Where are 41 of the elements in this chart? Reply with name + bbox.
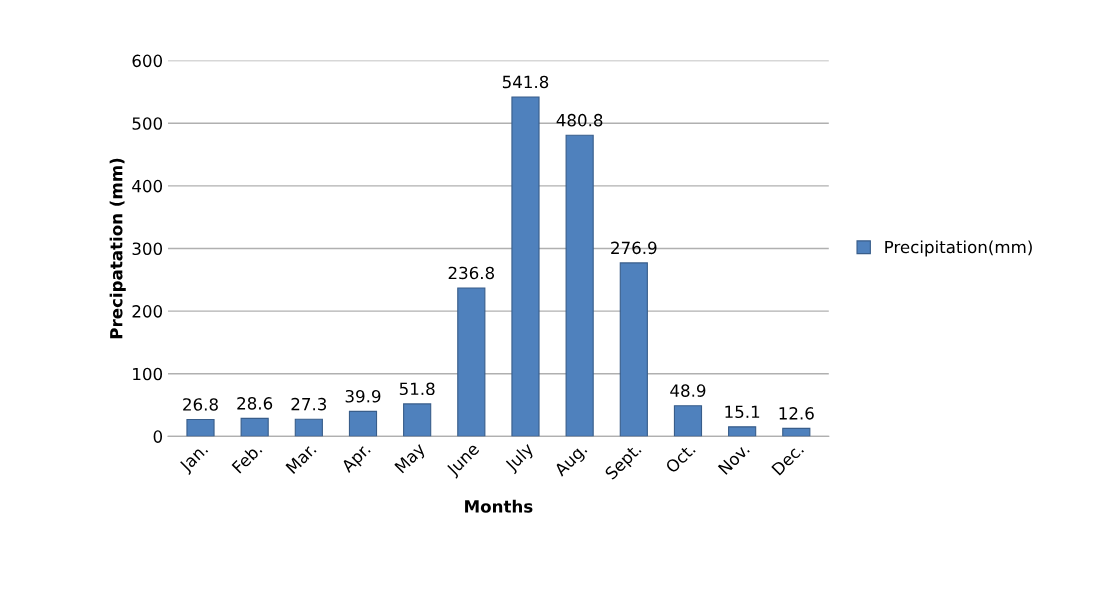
x-tick-label: Apr.: [340, 442, 374, 476]
data-label: 48.9: [670, 384, 706, 397]
bar: [511, 96, 540, 437]
bar: [186, 418, 215, 437]
bar: [728, 426, 757, 437]
x-tick-label: Oct.: [664, 442, 696, 474]
y-tick-label: 600: [132, 54, 163, 68]
data-label: 12.6: [779, 407, 814, 420]
data-label: 480.8: [556, 113, 603, 127]
bar: [457, 287, 486, 437]
data-label: 276.9: [611, 241, 657, 255]
y-tick-label: 0: [153, 430, 163, 443]
y-tick-label: 200: [132, 305, 163, 318]
bar: [565, 134, 594, 437]
x-tick-label: Nov.: [717, 442, 750, 475]
data-label: 541.8: [502, 75, 549, 89]
x-axis-title: Months: [465, 499, 533, 513]
data-label: 28.6: [237, 397, 273, 410]
y-tick-label: 100: [133, 367, 163, 381]
x-tick-label: Feb.: [231, 442, 263, 474]
data-label: 51.8: [399, 382, 435, 396]
bar: [403, 403, 432, 437]
y-tick-label: 300: [132, 242, 163, 256]
y-tick-label: 400: [132, 179, 163, 193]
x-tick-label: Jan.: [178, 442, 211, 476]
legend-label: Precipitation(mm): [885, 240, 1032, 257]
data-label: 15.1: [725, 405, 760, 419]
data-label: 236.8: [448, 266, 495, 280]
bar: [619, 262, 648, 437]
y-tick-label: 500: [132, 117, 163, 130]
data-label: 39.9: [345, 389, 381, 403]
bar: [294, 418, 323, 437]
data-label: 26.8: [183, 398, 218, 411]
y-axis-title: Precipatation (mm): [109, 158, 126, 339]
x-tick-label: Dec.: [771, 442, 805, 476]
data-label: 27.3: [291, 397, 327, 411]
bar: [348, 410, 378, 437]
bar: [782, 427, 811, 437]
bar: [240, 417, 269, 437]
x-tick-label: Mar.: [285, 442, 317, 475]
bar: [673, 405, 703, 437]
